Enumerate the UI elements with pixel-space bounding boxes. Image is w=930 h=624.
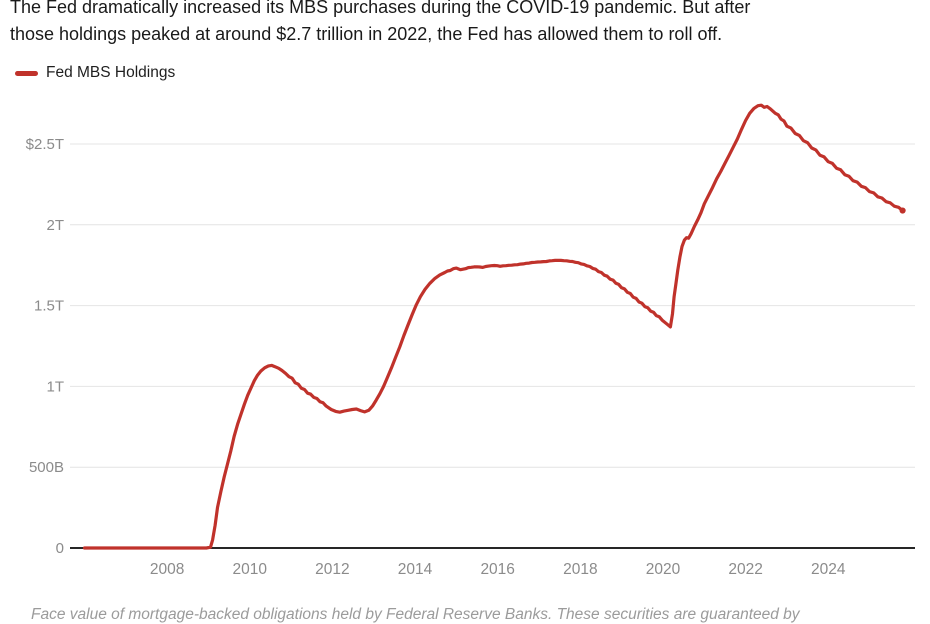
source-note: Face value of mortgage-backed obligation… bbox=[31, 606, 800, 623]
series-endpoint-dot bbox=[899, 207, 906, 214]
x-axis-tick-label: 2012 bbox=[315, 561, 349, 578]
y-axis-tick-label: $2.5T bbox=[26, 136, 64, 153]
y-axis-tick-label: 1T bbox=[46, 378, 64, 395]
legend-color-swatch bbox=[15, 70, 38, 76]
chart-intro-line-2: those holdings peaked at around $2.7 tri… bbox=[10, 24, 723, 44]
chart-intro-line-1: The Fed dramatically increased its MBS p… bbox=[10, 0, 751, 17]
x-axis-tick-label: 2008 bbox=[150, 561, 184, 578]
x-axis-tick-label: 2014 bbox=[398, 561, 433, 578]
chart-intro: The Fed dramatically increased its MBS p… bbox=[10, 0, 926, 48]
x-axis-tick-label: 2016 bbox=[480, 561, 514, 578]
y-axis-tick-label: 500B bbox=[29, 459, 64, 476]
x-axis-tick-label: 2022 bbox=[728, 561, 762, 578]
y-axis-tick-label: 2T bbox=[46, 217, 64, 234]
y-axis-tick-label: 1.5T bbox=[34, 298, 64, 315]
x-axis-tick-label: 2018 bbox=[563, 561, 597, 578]
series-line-fed-mbs-holdings bbox=[82, 103, 905, 550]
x-axis-tick-label: 2010 bbox=[233, 561, 268, 578]
chart-legend: Fed MBS Holdings bbox=[15, 62, 175, 84]
y-axis-tick-label: 0 bbox=[56, 540, 64, 557]
x-axis-tick-label: 2020 bbox=[646, 561, 681, 578]
x-axis-tick-label: 2024 bbox=[811, 561, 846, 578]
legend-label: Fed MBS Holdings bbox=[46, 64, 176, 81]
